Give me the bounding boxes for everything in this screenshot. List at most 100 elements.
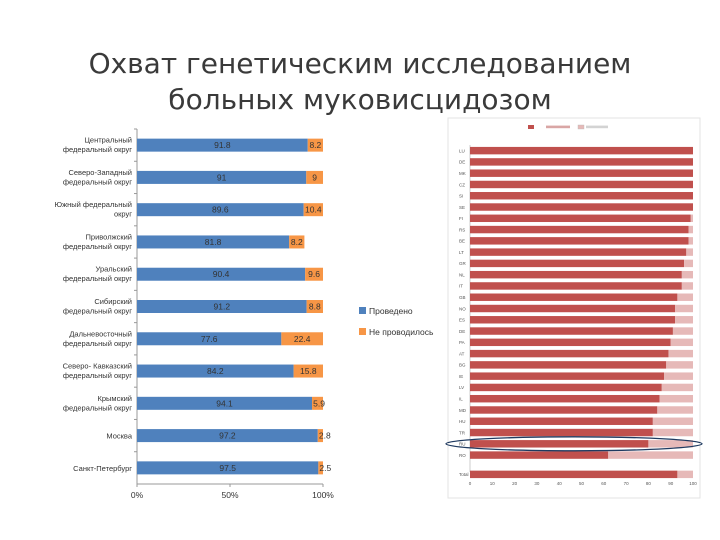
category-label: Уральский федеральный округ <box>63 265 132 284</box>
country-bar-rest <box>684 259 693 268</box>
bar-conducted <box>137 461 319 475</box>
data-label-not-conducted: 2.5 <box>319 463 331 473</box>
country-bar-main <box>470 349 669 358</box>
country-bar-main <box>470 248 687 256</box>
data-label-conducted: 77.6 <box>201 334 218 344</box>
bar-conducted <box>137 138 308 152</box>
x-tick-label: 90 <box>668 481 674 486</box>
bar-not-conducted <box>289 235 305 249</box>
data-label-not-conducted: 10.4 <box>305 205 322 215</box>
x-tick-label: 40 <box>557 481 563 486</box>
country-label: IE <box>459 374 463 379</box>
x-tick-label: 30 <box>534 481 540 486</box>
country-bar-rest <box>688 225 693 234</box>
bar-not-conducted <box>307 138 323 152</box>
category-label-line: Северо-Западный <box>68 168 132 177</box>
country-bar-main <box>470 470 678 479</box>
country-bar-rest <box>668 349 693 358</box>
country-bar-rest <box>681 282 693 290</box>
country-bar-rest <box>657 406 693 414</box>
country-bar-main <box>470 451 609 459</box>
legend-label: Не проводилось <box>369 327 434 337</box>
category-label-line: федеральный округ <box>63 339 132 348</box>
country-bar-main <box>470 158 693 166</box>
country-bar-main <box>470 304 676 313</box>
europe-countries-chart: LU DE MK CZ SI SE FI RS BE LT GR NL IT GB NO ES DE PA AT BG… <box>445 117 703 499</box>
x-tick-label: 0 <box>469 481 472 486</box>
x-tick-label: 70 <box>624 481 630 486</box>
country-bar-rest <box>608 451 693 459</box>
x-tick-label: 80 <box>646 481 652 486</box>
category-label-line: федеральный округ <box>63 307 132 316</box>
category-label: Санкт-Петербург <box>73 464 132 473</box>
category-label-line: Центральный <box>84 136 132 145</box>
category-label-line: федеральный округ <box>63 274 132 283</box>
country-label: SI <box>459 194 463 199</box>
country-label: LV <box>459 385 464 390</box>
legend-swatch <box>359 307 366 314</box>
country-bar-rest <box>670 338 693 347</box>
russia-regions-chart: Центральный федеральный округ 91.8 8.2Север… <box>55 128 334 500</box>
legend-swatch <box>528 125 534 129</box>
data-label-conducted: 90.4 <box>213 269 230 279</box>
x-tick-label: 60 <box>601 481 607 486</box>
country-bar-main <box>470 259 685 268</box>
country-label: LT <box>459 250 464 255</box>
country-bar-main <box>470 203 693 211</box>
category-label-line: федеральный округ <box>63 145 132 154</box>
slide-title: Охват генетическим исследованием больных… <box>0 46 720 118</box>
country-label: NO <box>459 306 466 311</box>
data-label-conducted: 91.2 <box>214 302 231 312</box>
bar-conducted <box>137 170 307 184</box>
country-bar-main <box>470 372 665 380</box>
x-tick-label: 100% <box>312 490 334 500</box>
country-bar-rest <box>648 440 693 448</box>
category-label-line: округ <box>114 210 132 219</box>
category-label-line: федеральный округ <box>63 177 132 186</box>
category-label-line: Уральский <box>96 265 132 274</box>
legend-text-placeholder <box>586 125 608 129</box>
country-bar-main <box>470 327 673 335</box>
category-label: Сибирский федеральный округ <box>63 297 132 316</box>
country-bar-rest <box>652 428 693 437</box>
data-label-not-conducted: 8.8 <box>309 302 321 312</box>
country-label: DE <box>459 329 465 334</box>
country-bar-main <box>470 293 678 301</box>
country-bar-rest <box>681 270 693 279</box>
country-label: MK <box>459 171 466 176</box>
country-bar-rest <box>675 316 693 324</box>
country-label: TR <box>459 430 466 435</box>
country-label: DE <box>459 160 465 165</box>
category-label-line: Приволжский <box>86 232 132 241</box>
country-label: HU <box>459 419 466 424</box>
category-label: Центральный федеральный округ <box>63 136 132 155</box>
data-label-not-conducted: 8.2 <box>309 140 321 150</box>
x-tick-label: 0% <box>131 490 144 500</box>
bar-conducted <box>137 203 304 217</box>
x-tick-label: 50% <box>221 490 238 500</box>
country-bar-rest <box>672 327 693 335</box>
country-label: GR <box>459 261 467 266</box>
country-bar-main <box>470 225 689 234</box>
category-label-line: Северо- Кавказский <box>63 362 132 371</box>
country-label: RU <box>459 442 466 447</box>
x-tick-label: 10 <box>490 481 496 486</box>
country-bar-main <box>470 282 682 290</box>
category-label: Северо- Кавказский федеральный округ <box>63 362 133 381</box>
country-bar-main <box>470 192 693 200</box>
legend-text-placeholder <box>546 125 570 129</box>
bar-not-conducted <box>281 332 323 346</box>
country-bar-main <box>470 361 667 369</box>
bar-not-conducted <box>306 300 323 313</box>
data-label-conducted: 84.2 <box>207 366 224 376</box>
country-bar-rest <box>690 214 693 223</box>
country-bar-main <box>470 338 671 347</box>
country-bar-rest <box>686 248 693 256</box>
legend-swatch <box>359 328 366 335</box>
country-bar-main <box>470 237 689 245</box>
country-bar-rest <box>666 361 693 369</box>
data-label-conducted: 91 <box>217 172 227 182</box>
bar-not-conducted <box>303 203 323 217</box>
legend-swatch <box>577 124 585 130</box>
country-bar-rest <box>652 417 693 425</box>
